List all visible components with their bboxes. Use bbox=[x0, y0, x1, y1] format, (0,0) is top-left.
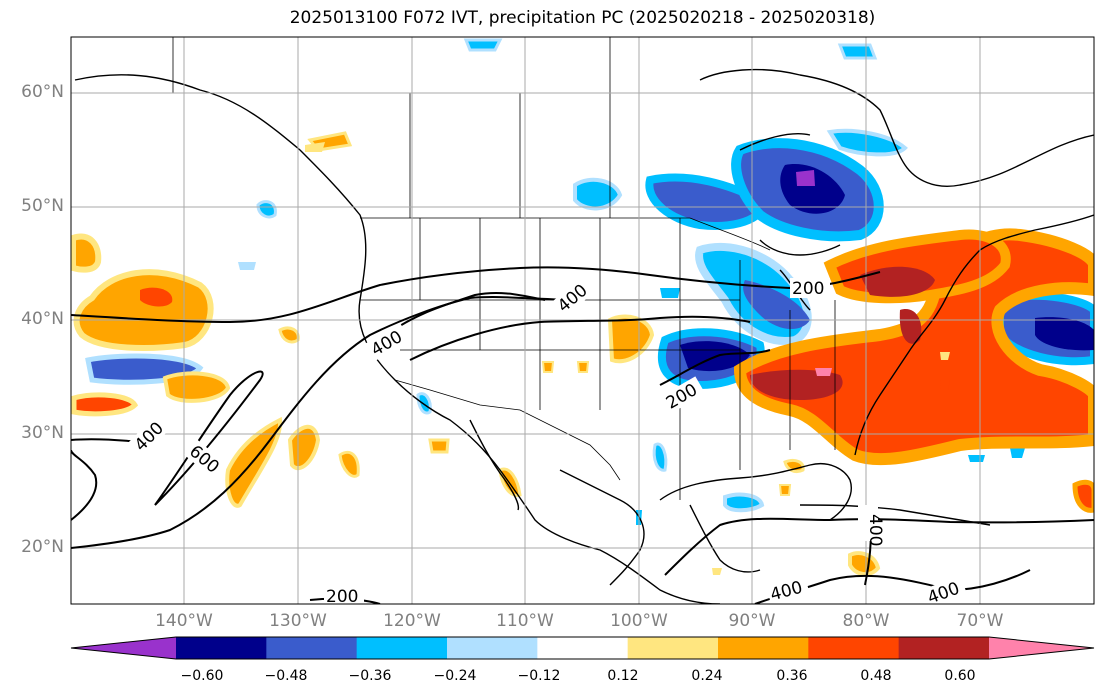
graticule bbox=[71, 37, 1094, 604]
contour-label: 200 bbox=[326, 587, 358, 607]
longitude-label: 80°W bbox=[842, 611, 890, 631]
colorbar bbox=[70, 636, 1095, 660]
colorbar-bin bbox=[176, 637, 267, 659]
map-title: 2025013100 F072 IVT, precipitation PC (2… bbox=[289, 8, 876, 28]
colorbar-tick-label: −0.60 bbox=[180, 668, 224, 684]
ivt-contours bbox=[71, 266, 1094, 604]
colorbar-tick-label: −0.24 bbox=[433, 668, 477, 684]
colorbar-bin bbox=[718, 637, 809, 659]
colorbar-tick-label: 0.60 bbox=[944, 668, 976, 684]
longitude-label: 110°W bbox=[496, 611, 554, 631]
colorbar-tick-label: −0.48 bbox=[264, 668, 308, 684]
latitude-label: 30°N bbox=[21, 423, 64, 443]
colorbar-tick-label: 0.12 bbox=[607, 668, 639, 684]
longitude-label: 100°W bbox=[610, 611, 668, 631]
colorbar-bin bbox=[627, 637, 719, 659]
longitude-label: 70°W bbox=[956, 611, 1004, 631]
latitude-label: 60°N bbox=[21, 82, 64, 102]
colorbar-extend-low bbox=[71, 637, 176, 659]
colorbar-tick-label: −0.36 bbox=[348, 668, 392, 684]
contour-label: 200 bbox=[792, 279, 824, 299]
colorbar-tick-label: −0.12 bbox=[517, 668, 561, 684]
longitude-label: 130°W bbox=[269, 611, 327, 631]
contour-label-group: 200 400 400 400 200 600 400 200 400 400 bbox=[128, 277, 968, 607]
colorbar-bin bbox=[356, 637, 448, 659]
contour-label: 400 bbox=[865, 514, 885, 546]
map-frame bbox=[70, 36, 1095, 605]
colorbar-outline bbox=[70, 636, 1095, 660]
colorbar-extend-high bbox=[989, 637, 1094, 659]
longitude-label: 120°W bbox=[383, 611, 441, 631]
colorbar-tick-label: 0.48 bbox=[860, 668, 892, 684]
colorbar-tick-label: 0.24 bbox=[691, 668, 723, 684]
latitude-label: 20°N bbox=[21, 537, 64, 557]
latitude-label: 40°N bbox=[21, 309, 64, 329]
colorbar-tick-label: 0.36 bbox=[776, 668, 808, 684]
colorbar-bin bbox=[447, 637, 538, 659]
colorbar-bin bbox=[898, 637, 990, 659]
colorbar-bin bbox=[537, 637, 629, 659]
precip-pc-shading bbox=[71, 38, 1094, 577]
longitude-label: 90°W bbox=[728, 611, 776, 631]
latitude-label: 50°N bbox=[21, 196, 64, 216]
colorbar-bin bbox=[808, 637, 900, 659]
longitude-label: 140°W bbox=[155, 611, 213, 631]
colorbar-bin bbox=[266, 637, 358, 659]
